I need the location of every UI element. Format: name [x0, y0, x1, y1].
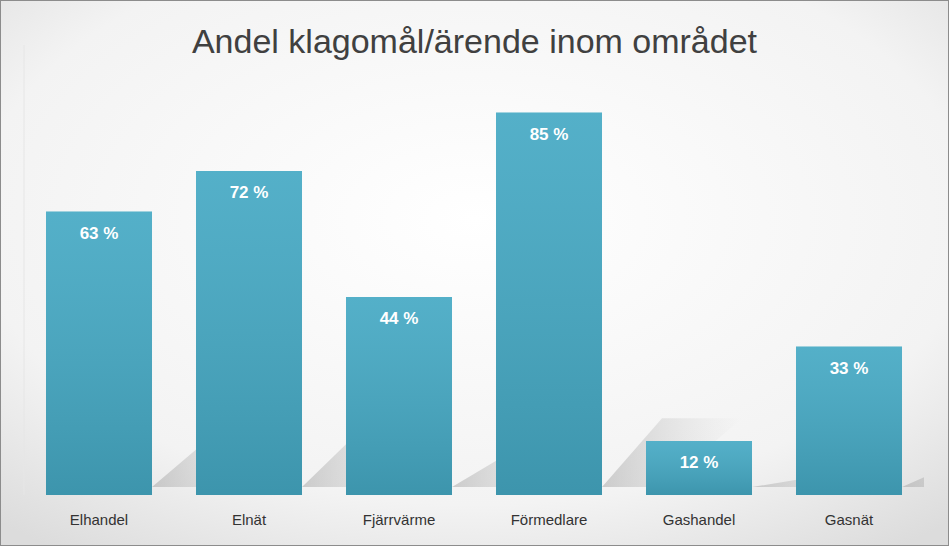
data-label: 12 % — [680, 453, 719, 472]
category-label: Elhandel — [70, 511, 128, 528]
category-label: Gashandel — [663, 511, 736, 528]
bar-shading — [496, 113, 602, 496]
bar-shading — [196, 171, 302, 495]
category-label: Fjärrvärme — [363, 511, 436, 528]
bar-shading — [46, 212, 152, 496]
category-label: Gasnät — [825, 511, 874, 528]
bar — [196, 171, 302, 495]
title: Andel klagomål/ärende inom området — [192, 22, 758, 60]
data-label: 72 % — [230, 183, 269, 202]
bar-shading — [796, 347, 902, 496]
chart: Andel klagomål/ärende inom området 63 % El… — [0, 0, 949, 546]
value-axis-line — [24, 45, 25, 495]
bar — [346, 297, 452, 495]
category-label: Elnät — [232, 511, 267, 528]
bars — [46, 113, 902, 496]
data-label: 33 % — [830, 359, 869, 378]
data-label: 44 % — [380, 309, 419, 328]
bar-shading — [646, 441, 752, 495]
bar-shading — [346, 297, 452, 495]
background — [1, 1, 949, 546]
bar — [496, 113, 602, 496]
data-label: 63 % — [80, 224, 119, 243]
labels: 63 % Elhandel 72 % Elnät 44 % Fjärrvärme 85 % F… — [70, 125, 874, 529]
data-label: 85 % — [530, 125, 569, 144]
category-label: Förmedlare — [511, 511, 588, 528]
bar-shadow — [902, 460, 924, 487]
bar — [796, 347, 902, 496]
bar — [46, 212, 152, 496]
bar — [646, 441, 752, 495]
